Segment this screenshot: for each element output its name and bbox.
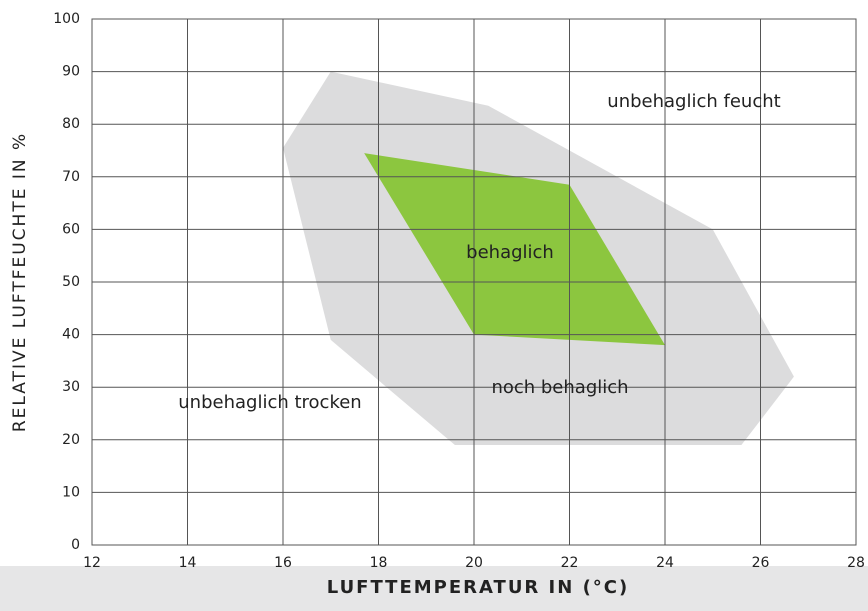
y-tick-label: 10 bbox=[62, 484, 80, 500]
x-tick-label: 20 bbox=[465, 555, 483, 571]
y-tick-label: 70 bbox=[62, 169, 80, 185]
x-tick-label: 12 bbox=[83, 555, 101, 571]
zone bbox=[364, 153, 665, 346]
x-tick-label: 16 bbox=[274, 555, 292, 571]
x-tick-label: 22 bbox=[561, 555, 579, 571]
x-tick-label: 24 bbox=[656, 555, 674, 571]
annotation: unbehaglich trocken bbox=[178, 392, 361, 413]
zone-label: behaglich bbox=[466, 242, 554, 263]
y-tick-label: 30 bbox=[62, 379, 80, 395]
y-tick-label: 0 bbox=[71, 537, 80, 553]
y-tick-label: 90 bbox=[62, 64, 80, 80]
y-tick-label: 60 bbox=[62, 221, 80, 237]
y-tick-label: 50 bbox=[62, 274, 80, 290]
x-tick-label: 26 bbox=[752, 555, 770, 571]
x-label-band bbox=[0, 566, 868, 611]
x-tick-label: 28 bbox=[847, 555, 865, 571]
zone-label: noch behaglich bbox=[491, 377, 628, 398]
y-tick-label: 40 bbox=[62, 327, 80, 343]
x-axis-label: LUFTTEMPERATUR IN (°C) bbox=[327, 577, 630, 598]
annotation: unbehaglich feucht bbox=[607, 91, 780, 112]
y-tick-label: 100 bbox=[53, 11, 80, 27]
x-tick-label: 18 bbox=[370, 555, 388, 571]
y-axis-label: RELATIVE LUFTFEUCHTE IN % bbox=[10, 132, 30, 432]
y-tick-label: 80 bbox=[62, 116, 80, 132]
x-tick-label: 14 bbox=[179, 555, 197, 571]
y-tick-label: 20 bbox=[62, 432, 80, 448]
